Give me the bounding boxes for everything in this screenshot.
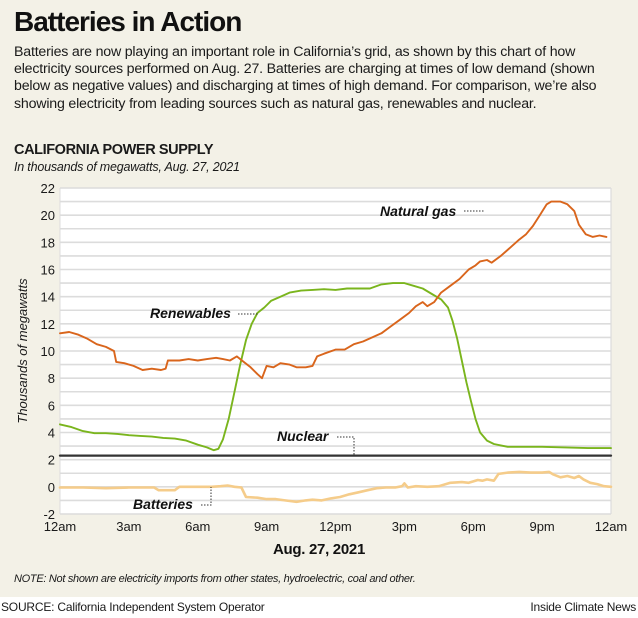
x-tick-labels: 12am 3am 6am 9am 12pm 3pm 6pm 9pm 12am (44, 519, 628, 534)
series-lines (58, 200, 613, 504)
series-line-batteries (58, 470, 613, 504)
x-tick-label: 6am (185, 519, 210, 534)
gridlines (59, 187, 612, 515)
x-tick-label: 9am (254, 519, 279, 534)
x-axis-label: Aug. 27, 2021 (273, 541, 365, 558)
x-tick-label: 3am (116, 519, 141, 534)
x-tick-label: 6pm (461, 519, 486, 534)
y-tick-label: 22 (41, 181, 55, 196)
series-line-renewables (59, 282, 612, 452)
x-tick-label: 12pm (319, 519, 352, 534)
y-tick-label: 4 (48, 426, 55, 441)
label-renewables: Renewables (150, 305, 231, 321)
description-text: Batteries are now playing an important r… (14, 44, 597, 112)
x-tick-label: 9pm (529, 519, 554, 534)
x-tick-label: 12am (595, 519, 628, 534)
y-tick-label: 2 (48, 453, 55, 468)
y-tick-label: 18 (41, 235, 55, 250)
y-tick-label: 16 (41, 263, 55, 278)
y-tick-label: 12 (41, 317, 55, 332)
y-tick-label: 10 (41, 344, 55, 359)
source-line: SOURCE: California Independent System Op… (1, 600, 265, 614)
x-tick-label: 12am (44, 519, 77, 534)
chart-title: CALIFORNIA POWER SUPPLY (14, 142, 214, 158)
y-tick-label: 8 (48, 371, 55, 386)
series-line-natural-gas (59, 200, 608, 380)
y-tick-labels: -2 0 2 4 6 8 10 12 14 16 18 20 22 (41, 181, 55, 522)
leader-batteries (201, 487, 212, 506)
y-tick-label: 14 (41, 290, 55, 305)
y-axis-label: Thousands of megawatts (15, 278, 30, 424)
label-nuclear: Nuclear (277, 428, 330, 444)
y-tick-label: 6 (48, 398, 55, 413)
x-tick-label: 3pm (392, 519, 417, 534)
power-supply-chart: -2 0 2 4 6 8 10 12 14 16 18 20 22 12am 3am 6am 9am 12pm 3… (15, 181, 628, 534)
label-natural-gas: Natural gas (380, 203, 456, 219)
headline: Batteries in Action (14, 6, 242, 37)
graphic-card: Batteries in Action Batteries are now pl… (0, 0, 638, 597)
y-tick-label: 20 (41, 208, 55, 223)
y-tick-label: -2 (43, 507, 55, 522)
chart-subtitle: In thousands of megawatts, Aug. 27, 2021 (14, 160, 240, 174)
y-tick-label: 0 (48, 480, 55, 495)
label-batteries: Batteries (133, 496, 193, 512)
publisher-credit: Inside Climate News (530, 600, 636, 614)
footnote: NOTE: Not shown are electricity imports … (14, 573, 416, 585)
